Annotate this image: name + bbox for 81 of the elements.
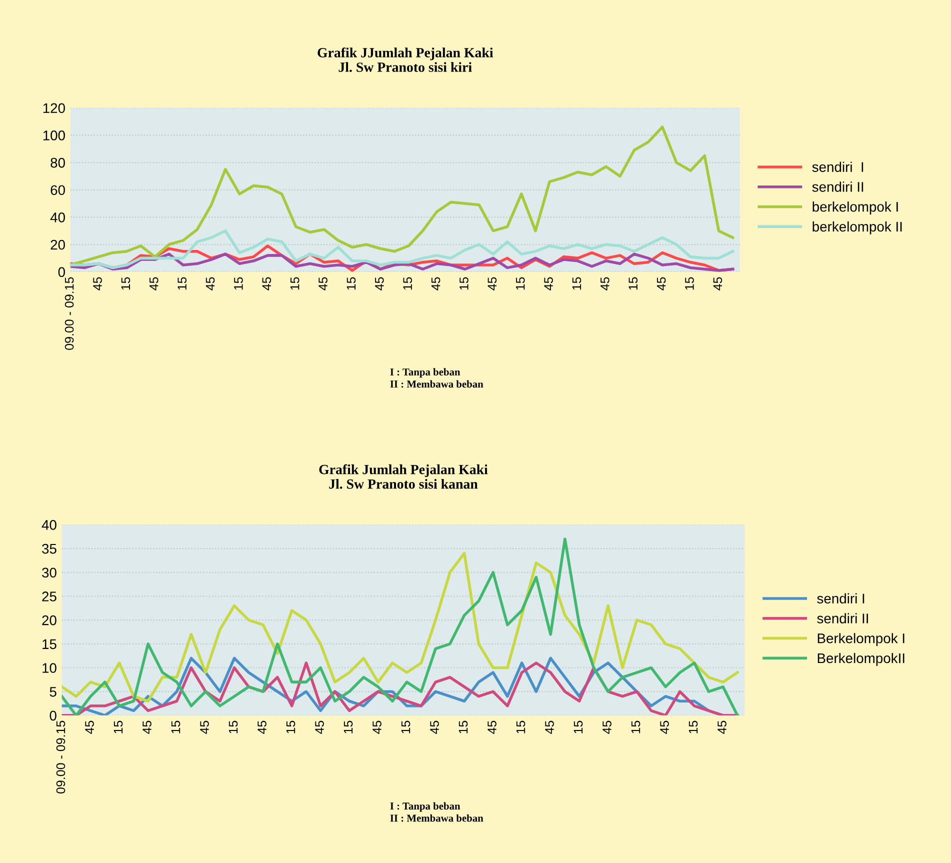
x-tick-label: 45 xyxy=(318,277,328,290)
x-tick-label: 45 xyxy=(142,720,152,734)
legend-label: sendiri II xyxy=(812,182,864,192)
x-tick-label: 15 xyxy=(631,720,640,734)
y-tick-label: 20 xyxy=(50,240,65,250)
y-tick-label: 0 xyxy=(50,710,56,721)
x-tick-label: 45 xyxy=(206,277,215,290)
y-tick-label: 15 xyxy=(42,639,56,650)
text: II : Membawa beban xyxy=(390,380,484,388)
y-tick-label: 30 xyxy=(42,568,56,578)
x-tick-label: 45 xyxy=(544,277,553,290)
x-tick-label: 15 xyxy=(171,720,180,734)
x-tick-label: 15 xyxy=(401,720,410,734)
x-tick-label: 45 xyxy=(488,720,496,734)
y-tick-label: 80 xyxy=(50,158,65,168)
x-tick-label: 45 xyxy=(93,277,102,290)
line-series xyxy=(70,252,734,272)
x-tick-label: 45 xyxy=(315,720,324,734)
line-series xyxy=(70,229,734,270)
text: I : Tanpa beban xyxy=(390,802,460,812)
chart-title: Grafik JJumlah Pejalan Kaki Jl. Sw Pranoto sisi kiri xyxy=(318,47,494,72)
y-tick-label: 120 xyxy=(43,103,65,114)
x-tick-label: 15 xyxy=(685,277,694,290)
x-tick-label: 15 xyxy=(178,277,186,290)
x-tick-label: 45 xyxy=(262,277,272,290)
x-tick-label: 45 xyxy=(660,720,669,734)
y-tick-label: 35 xyxy=(42,544,56,554)
x-tick-label: 45 xyxy=(656,277,666,290)
x-tick-label: 09.00 - 09.15 xyxy=(64,277,74,350)
x-tick-label: 45 xyxy=(602,720,612,734)
x-tick-label: 45 xyxy=(600,277,610,290)
x-tick-label: 45 xyxy=(545,720,554,734)
y-tick-label: 40 xyxy=(50,212,65,222)
x-tick-label: 15 xyxy=(628,277,638,290)
y-tick-label: 100 xyxy=(43,130,65,140)
y-tick-label: 10 xyxy=(42,663,56,673)
x-tick-label: 15 xyxy=(458,720,468,734)
x-tick-label: 15 xyxy=(346,277,356,290)
legend-label: sendiri I xyxy=(817,593,864,604)
x-tick-label: 45 xyxy=(718,720,726,734)
x-tick-label: 45 xyxy=(258,720,266,734)
x-tick-label: 15 xyxy=(516,277,525,290)
x-tick-label: 45 xyxy=(372,720,382,734)
text: I : Tanpa beban xyxy=(390,368,460,378)
x-tick-label: 15 xyxy=(516,720,526,734)
legend-label: berkelompok I xyxy=(812,202,898,214)
x-tick-label: 15 xyxy=(460,277,468,290)
y-tick-label: 20 xyxy=(42,615,56,626)
x-tick-label: 09.00 - 09.15 xyxy=(56,720,66,794)
y-tick-label: 0 xyxy=(58,267,65,278)
y-tick-label: 25 xyxy=(42,592,56,602)
legend-label: BerkelompokII xyxy=(818,652,904,666)
x-tick-label: 15 xyxy=(290,277,300,290)
legend-label: sendiri I xyxy=(812,162,864,172)
x-tick-label: 45 xyxy=(713,277,722,290)
y-tick-label: 5 xyxy=(50,687,56,697)
x-tick-label: 15 xyxy=(228,720,238,734)
x-tick-label: 45 xyxy=(200,720,209,734)
x-tick-label: 15 xyxy=(121,277,130,290)
x-tick-label: 15 xyxy=(344,720,353,734)
y-tick-label: 40 xyxy=(42,520,56,530)
x-tick-label: 45 xyxy=(85,720,94,734)
x-tick-label: 45 xyxy=(150,277,158,290)
x-tick-label: 15 xyxy=(572,277,582,290)
x-tick-label: 15 xyxy=(234,277,243,290)
x-tick-label: 45 xyxy=(430,720,439,734)
legend-label: Berkelompok I xyxy=(818,633,904,646)
chart-title: Grafik Jumlah Pejalan Kaki Jl. Sw Pranoto sisi kanan xyxy=(319,464,488,489)
legend-label: berkelompok II xyxy=(812,221,902,234)
x-tick-label: 45 xyxy=(431,277,440,290)
text: II : Membawa beban xyxy=(390,814,484,822)
x-tick-label: 45 xyxy=(375,277,384,290)
x-tick-label: 15 xyxy=(114,720,123,734)
x-tick-label: 15 xyxy=(574,720,583,734)
x-tick-label: 15 xyxy=(403,277,412,290)
x-tick-label: 45 xyxy=(488,277,497,290)
y-tick-label: 60 xyxy=(50,185,65,196)
x-tick-label: 15 xyxy=(688,720,698,734)
x-tick-label: 15 xyxy=(286,720,296,734)
legend-label: sendiri II xyxy=(817,613,868,624)
line-series xyxy=(70,126,734,266)
